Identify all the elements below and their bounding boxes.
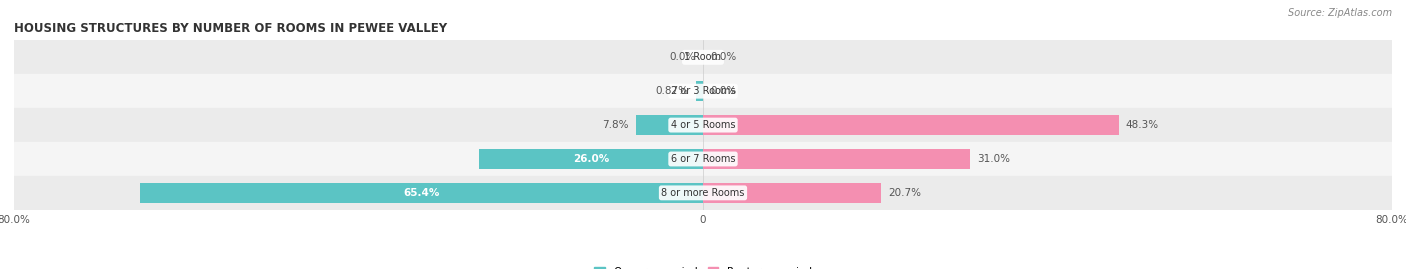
Text: 0.87%: 0.87% [655,86,689,96]
Text: 2 or 3 Rooms: 2 or 3 Rooms [671,86,735,96]
Text: 26.0%: 26.0% [572,154,609,164]
Text: HOUSING STRUCTURES BY NUMBER OF ROOMS IN PEWEE VALLEY: HOUSING STRUCTURES BY NUMBER OF ROOMS IN… [14,22,447,35]
Text: 31.0%: 31.0% [977,154,1010,164]
Text: Source: ZipAtlas.com: Source: ZipAtlas.com [1288,8,1392,18]
Bar [636,115,703,135]
Bar [14,74,1392,108]
Text: 4 or 5 Rooms: 4 or 5 Rooms [671,120,735,130]
Text: 65.4%: 65.4% [404,188,440,198]
Bar [14,176,1392,210]
Text: 7.8%: 7.8% [602,120,628,130]
Text: 20.7%: 20.7% [889,188,921,198]
Text: 8 or more Rooms: 8 or more Rooms [661,188,745,198]
Bar [139,183,703,203]
Text: 6 or 7 Rooms: 6 or 7 Rooms [671,154,735,164]
Bar [14,142,1392,176]
Bar [14,108,1392,142]
Bar [14,40,1392,74]
Text: 1 Room: 1 Room [685,52,721,62]
Text: 0.0%: 0.0% [710,86,737,96]
Text: 48.3%: 48.3% [1126,120,1159,130]
Bar [479,149,703,169]
Text: 0.0%: 0.0% [710,52,737,62]
Bar [696,81,703,101]
Bar [703,149,970,169]
Bar [703,115,1119,135]
Bar [703,183,882,203]
Text: 0.0%: 0.0% [669,52,696,62]
Legend: Owner-occupied, Renter-occupied: Owner-occupied, Renter-occupied [591,263,815,269]
